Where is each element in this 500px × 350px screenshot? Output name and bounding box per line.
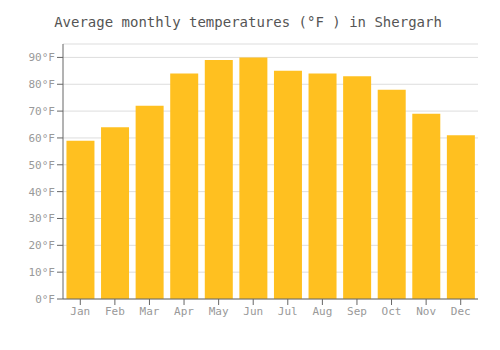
svg-text:Mar: Mar	[140, 305, 160, 318]
svg-text:Dec: Dec	[451, 305, 471, 318]
svg-text:Feb: Feb	[105, 305, 125, 318]
svg-text:90°F: 90°F	[29, 51, 56, 64]
svg-text:Apr: Apr	[174, 305, 194, 318]
svg-text:60°F: 60°F	[29, 132, 56, 145]
svg-text:10°F: 10°F	[29, 266, 56, 279]
svg-text:20°F: 20°F	[29, 239, 56, 252]
svg-text:80°F: 80°F	[29, 78, 56, 91]
html-text:Average monthly temperatures (: Average monthly temperatures (°F ) in Sh…	[54, 14, 442, 30]
svg-text:Sep: Sep	[347, 305, 367, 318]
svg-text:70°F: 70°F	[29, 105, 56, 118]
svg-text:30°F: 30°F	[29, 212, 56, 225]
svg-text:Jul: Jul	[278, 305, 298, 318]
svg-text:Aug: Aug	[312, 305, 332, 318]
svg-text:Nov: Nov	[416, 305, 436, 318]
svg-text:Jan: Jan	[70, 305, 90, 318]
svg-text:0°F: 0°F	[35, 293, 55, 306]
svg-text:Oct: Oct	[382, 305, 402, 318]
svg-text:Jun: Jun	[243, 305, 263, 318]
svg-text:40°F: 40°F	[29, 186, 56, 199]
svg-text:May: May	[209, 305, 229, 318]
svg-text:50°F: 50°F	[29, 159, 56, 172]
